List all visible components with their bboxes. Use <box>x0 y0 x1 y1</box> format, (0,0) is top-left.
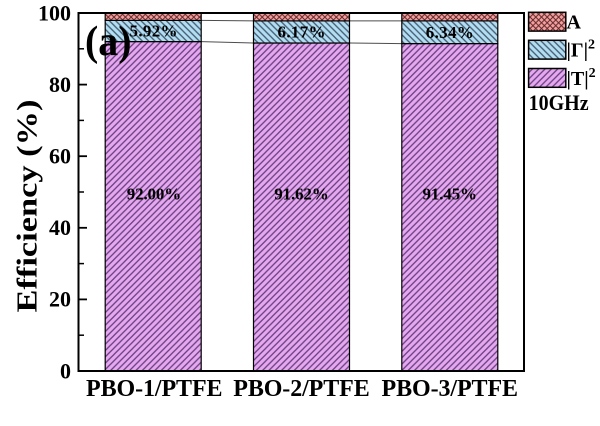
svg-text:6.34%: 6.34% <box>426 23 474 42</box>
svg-text:0: 0 <box>60 358 71 383</box>
svg-text:(a): (a) <box>85 19 132 65</box>
svg-text:PBO-3/PTFE: PBO-3/PTFE <box>382 376 519 402</box>
svg-text:5.92%: 5.92% <box>130 22 178 41</box>
svg-text:Efficiency (%): Efficiency (%) <box>12 100 44 313</box>
svg-text:91.45%: 91.45% <box>423 185 478 204</box>
svg-text:91.62%: 91.62% <box>274 185 329 204</box>
svg-text:80: 80 <box>49 72 71 97</box>
svg-text:10GHz: 10GHz <box>529 90 589 115</box>
svg-text:PBO-1/PTFE: PBO-1/PTFE <box>86 376 222 402</box>
svg-text:6.17%: 6.17% <box>278 23 326 42</box>
svg-text:60: 60 <box>49 144 71 169</box>
svg-text:92.00%: 92.00% <box>127 185 182 204</box>
svg-text:PBO-2/PTFE: PBO-2/PTFE <box>233 376 370 402</box>
svg-text:100: 100 <box>38 0 71 25</box>
svg-text:A: A <box>567 12 582 34</box>
svg-text:20: 20 <box>49 287 71 312</box>
svg-text:40: 40 <box>49 215 71 240</box>
